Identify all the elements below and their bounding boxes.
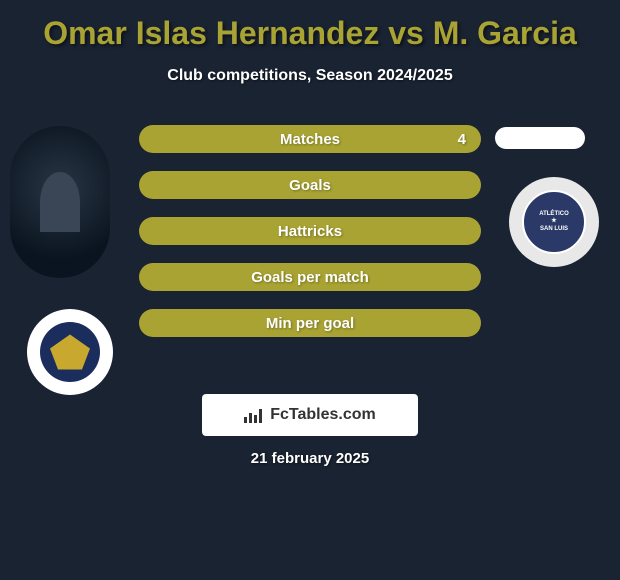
footer-badge[interactable]: FcTables.com: [202, 394, 418, 436]
club-left-logo: [27, 309, 113, 395]
stat-row-hattricks: Hattricks: [139, 217, 481, 245]
stat-label: Goals: [289, 177, 331, 194]
stat-row-matches: Matches 4: [139, 125, 481, 153]
stat-label: Hattricks: [278, 223, 342, 240]
stat-row-goals: Goals: [139, 171, 481, 199]
stat-label: Goals per match: [251, 269, 369, 286]
pumas-logo-icon: [40, 322, 100, 382]
player-right-photo: [495, 127, 585, 149]
stat-row-min-per-goal: Min per goal: [139, 309, 481, 337]
chart-icon: [244, 407, 264, 423]
atletico-logo-icon: ATLÉTICO★SAN LUIS: [522, 190, 586, 254]
stat-label: Min per goal: [266, 315, 354, 332]
stat-label: Matches: [280, 131, 340, 148]
comparison-subtitle: Club competitions, Season 2024/2025: [0, 67, 620, 85]
player-left-photo: [10, 126, 110, 278]
stats-container: Matches 4 Goals Hattricks Goals per matc…: [139, 125, 481, 355]
footer-brand-text: FcTables.com: [270, 406, 376, 424]
stat-value-right: 4: [458, 131, 466, 148]
player-figure-icon: [40, 172, 80, 232]
club-right-logo: ATLÉTICO★SAN LUIS: [509, 177, 599, 267]
stat-row-goals-per-match: Goals per match: [139, 263, 481, 291]
date-text: 21 february 2025: [0, 450, 620, 467]
comparison-title: Omar Islas Hernandez vs M. Garcia: [0, 0, 620, 52]
